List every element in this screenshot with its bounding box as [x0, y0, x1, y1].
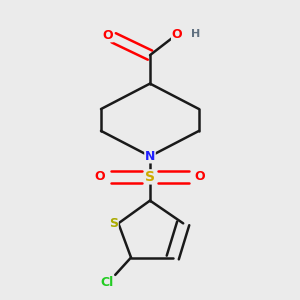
Text: O: O	[103, 29, 113, 42]
Text: N: N	[145, 150, 155, 163]
Text: S: S	[145, 170, 155, 184]
Text: H: H	[190, 29, 200, 39]
Text: S: S	[109, 217, 118, 230]
Text: O: O	[195, 170, 205, 183]
Text: O: O	[172, 28, 182, 41]
Text: Cl: Cl	[101, 276, 114, 289]
Text: O: O	[95, 170, 105, 183]
